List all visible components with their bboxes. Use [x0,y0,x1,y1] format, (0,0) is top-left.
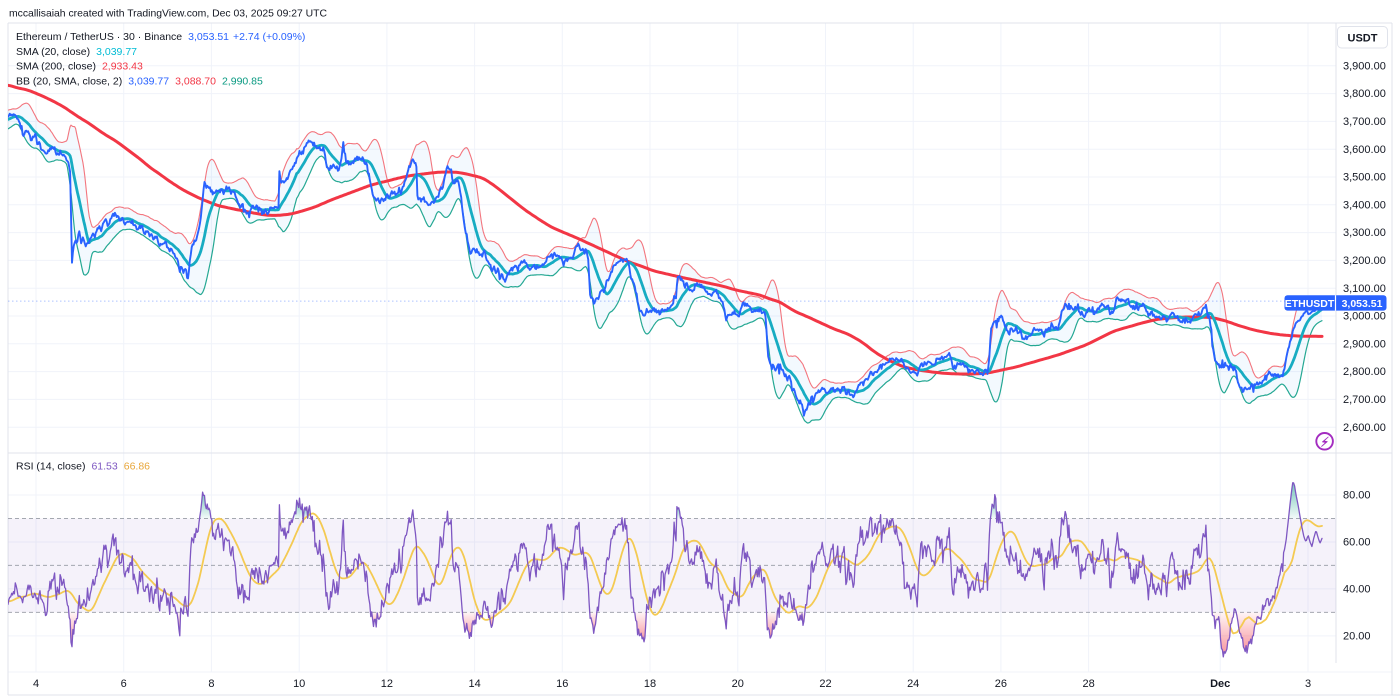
svg-text:8: 8 [208,678,214,690]
svg-text:3,500.00: 3,500.00 [1343,172,1386,184]
svg-text:2,700.00: 2,700.00 [1343,394,1386,406]
svg-text:80.00: 80.00 [1343,490,1371,502]
svg-text:BB (20, SMA, close, 2)3,039.77: BB (20, SMA, close, 2) 3,039.77 3,088.70 2,… [16,76,263,88]
svg-text:3,900.00: 3,900.00 [1343,60,1386,72]
svg-text:14: 14 [468,678,480,690]
svg-text:3,053.51: 3,053.51 [1342,298,1383,310]
svg-text:60.00: 60.00 [1343,537,1371,549]
svg-text:SMA (20, close)3,039.77: SMA (20, close) 3,039.77 [16,46,137,58]
svg-text:SMA (200, close)2,933.43: SMA (200, close) 2,933.43 [16,61,143,73]
svg-text:6: 6 [121,678,127,690]
svg-text:2,900.00: 2,900.00 [1343,338,1386,350]
svg-text:2,600.00: 2,600.00 [1343,422,1386,434]
svg-text:18: 18 [644,678,656,690]
svg-text:20.00: 20.00 [1343,631,1371,643]
svg-text:20: 20 [732,678,744,690]
svg-text:3: 3 [1305,678,1311,690]
svg-text:3,800.00: 3,800.00 [1343,88,1386,100]
svg-text:ETHUSDT: ETHUSDT [1285,298,1335,310]
svg-text:40.00: 40.00 [1343,584,1371,596]
svg-text:3,300.00: 3,300.00 [1343,227,1386,239]
svg-text:28: 28 [1082,678,1094,690]
svg-text:USDT: USDT [1348,33,1378,45]
svg-text:10: 10 [293,678,305,690]
svg-text:2,800.00: 2,800.00 [1343,366,1386,378]
svg-text:3,200.00: 3,200.00 [1343,255,1386,267]
svg-text:Dec: Dec [1210,678,1230,690]
svg-text:Ethereum / TetherUS · 30 · Bin: Ethereum / TetherUS · 30 · Binance 3,053.… [16,31,305,43]
svg-text:3,000.00: 3,000.00 [1343,311,1386,323]
svg-text:24: 24 [907,678,919,690]
svg-text:22: 22 [819,678,831,690]
svg-text:12: 12 [381,678,393,690]
svg-text:3,700.00: 3,700.00 [1343,116,1386,128]
svg-text:3,400.00: 3,400.00 [1343,199,1386,211]
svg-text:mccallisaiah created with Trad: mccallisaiah created with TradingView.co… [9,9,328,20]
svg-text:3,600.00: 3,600.00 [1343,144,1386,156]
svg-text:16: 16 [556,678,568,690]
svg-text:26: 26 [995,678,1007,690]
svg-text:3,100.00: 3,100.00 [1343,283,1386,295]
svg-text:4: 4 [33,678,39,690]
